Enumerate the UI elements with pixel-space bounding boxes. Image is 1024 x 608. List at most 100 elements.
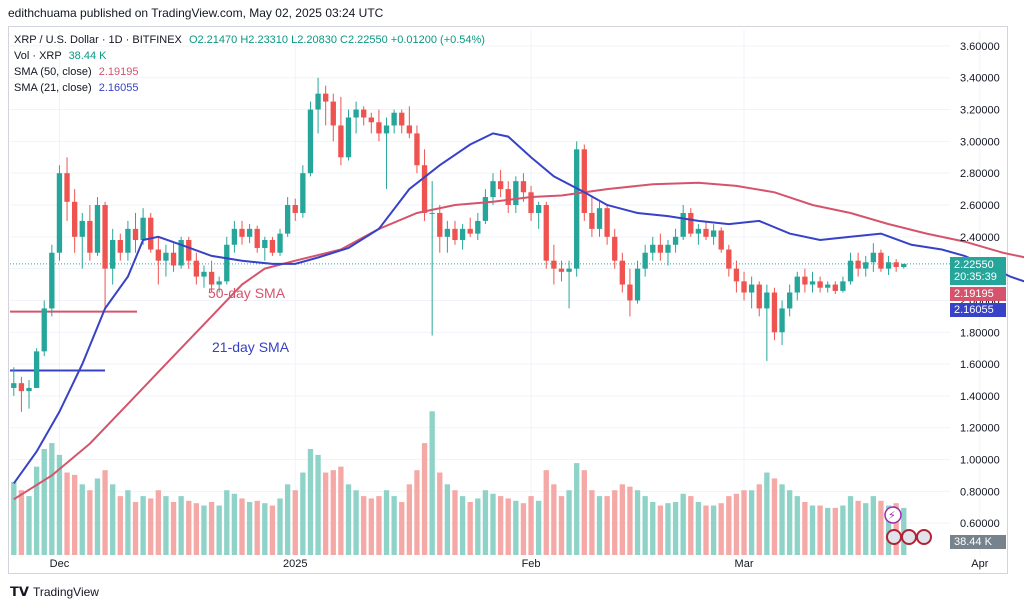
candle-body [718,230,724,250]
candle-body [64,173,70,202]
volume-bar [688,496,694,555]
volume-bar [383,490,390,555]
volume-bar [832,507,838,555]
tradingview-logo-icon: 𝗧𝗩 [10,584,29,599]
volume-bar [414,470,420,555]
candle-body [627,284,633,301]
candle-body [619,260,625,285]
candle-body [901,263,907,268]
candle-body [269,240,276,253]
flash-glyph: ⚡ [888,509,896,522]
legend-sma50-row[interactable]: SMA (50, close) 2.19195 [14,64,485,80]
volume-bar [201,505,207,555]
candle-body [383,125,390,134]
candle-body [802,276,808,285]
volume-bar [703,505,709,555]
volume-bar [368,498,374,555]
candle-body [437,212,443,237]
candle-body [140,217,146,240]
volume-bar [558,496,565,555]
volume-bar [505,498,511,555]
candle-body [345,117,352,158]
candle-body [589,212,595,229]
symbol-title: XRP / U.S. Dollar · 1D · BITFINEX [14,34,182,46]
candle-body [482,197,489,221]
x-tick-label: Dec [50,558,70,570]
candle-body [771,292,778,333]
candle-body [231,228,238,245]
candle-body [338,125,344,158]
volume-bar [269,505,276,555]
candle-body [733,268,740,282]
volume-bar [535,500,542,555]
legend-volume-row[interactable]: Vol · XRP 38.44 K [14,48,485,64]
y-tick-label: 1.80000 [960,327,1000,339]
volume-bar [543,470,549,555]
volume-bar [224,490,230,555]
volume-bar [277,498,283,555]
volume-bar [619,484,625,555]
volume-bar [756,484,762,555]
volume-bar [596,496,603,555]
y-tick-label: 3.60000 [960,41,1000,53]
candle-body [254,228,260,248]
candle-body [878,252,884,269]
candle-body [452,228,458,240]
y-tick-label: 1.60000 [960,359,1000,371]
volume-bar [300,472,306,555]
candle-body [566,268,572,272]
legend-symbol-row[interactable]: XRP / U.S. Dollar · 1D · BITFINEX O2.214… [14,32,485,48]
candle-body [163,252,169,261]
candle-body [558,268,565,272]
volume-bar [710,505,717,555]
legend-sma21-row[interactable]: SMA (21, close) 2.16055 [14,80,485,96]
candle-body [56,173,63,253]
y-tick-label: 3.00000 [960,136,1000,148]
volume-bar [878,500,884,555]
volume-bar [186,500,192,555]
candle-body [855,260,861,269]
candle-body [893,262,899,268]
chart-frame[interactable] [8,26,1008,574]
candle-body [246,228,253,237]
candle-body [764,292,770,309]
volume-bar [330,470,336,555]
volume-bar [490,493,496,555]
volume-bar [79,484,85,555]
candle-body [117,240,123,253]
sma21-annotation: 21-day SMA [212,339,290,355]
x-tick-label: Apr [971,558,988,570]
candle-body [421,165,428,213]
candle-body [574,149,580,269]
volume-bar [49,443,55,555]
tradingview-logo[interactable]: 𝗧𝗩 TradingView [10,584,99,600]
price-badge-value: 2.22550 [954,259,994,271]
candle-body [642,252,648,269]
sma21-value: 2.16055 [98,82,139,94]
x-tick-label: Mar [735,558,754,570]
candle-body [741,281,747,293]
time-axis: Dec2025FebMarAprMay [50,558,989,570]
volume-bar [779,484,785,555]
candle-body [216,281,222,285]
volume-bar [178,496,184,555]
candle-body [817,281,823,288]
price-axis: 3.60000 3.40000 3.20000 3.00000 2.80000 2.600… [960,41,1000,530]
volume-bar [870,496,877,555]
volume-bar [574,463,580,555]
candle-body [18,383,25,392]
candle-body [307,109,314,174]
candle-body [847,260,854,282]
volume-bar [170,501,177,555]
moving-averages [12,132,1024,501]
volume-bar [467,501,473,555]
volume-bar [56,454,63,555]
volume-bar [102,470,108,555]
event-icons[interactable]: ⚡ [884,506,932,545]
us-flag-icon-2 [901,529,917,545]
volume-bar [262,503,268,555]
sma50-badge: 2.19195 [950,287,1006,301]
volume-badge: 38.44 K [950,535,1006,549]
candle-body [528,192,534,213]
